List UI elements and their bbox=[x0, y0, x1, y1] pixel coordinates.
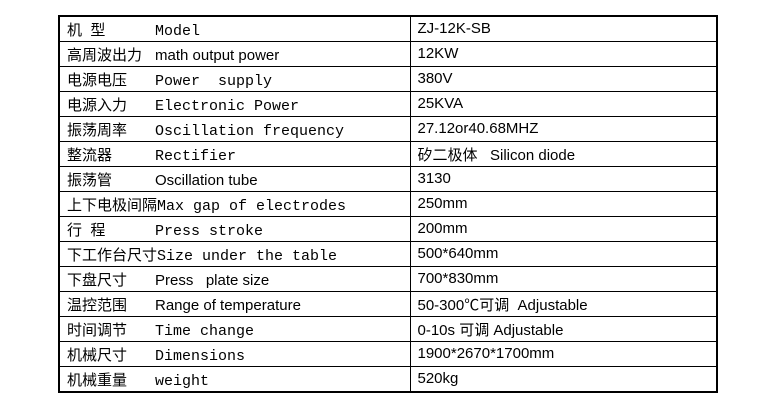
spec-label-cell: 上下电极间隔Max gap of electrodes bbox=[58, 191, 411, 217]
spec-value-cell: 12KW bbox=[409, 41, 718, 67]
spec-label-zh: 机 型 bbox=[67, 21, 106, 39]
spec-label-zh: 上下电极间隔 bbox=[67, 196, 158, 214]
spec-value: 500*640mm bbox=[417, 245, 499, 262]
spec-value: 520kg bbox=[417, 370, 459, 387]
table-row: 机 型 Model ZJ-12K-SB bbox=[58, 15, 718, 42]
table-row: 振荡管 Oscillation tube 3130 bbox=[58, 166, 718, 192]
table-row: 下盘尺寸 Press plate size 700*830mm bbox=[58, 266, 718, 292]
spec-label-zh: 时间调节 bbox=[67, 321, 128, 339]
spec-value-cell: 700*830mm bbox=[409, 266, 718, 292]
spec-label-zh: 高周波出力 bbox=[67, 46, 143, 64]
spec-label-zh: 机械尺寸 bbox=[67, 346, 128, 364]
spec-label-cell: 下盘尺寸 Press plate size bbox=[58, 266, 411, 292]
spec-label-en: Oscillation tube bbox=[155, 171, 258, 189]
spec-label-cell: 机械尺寸 Dimensions bbox=[58, 341, 411, 367]
spec-value-cell: 0-10s 可调 Adjustable bbox=[409, 316, 718, 342]
spec-value: ZJ-12K-SB bbox=[417, 20, 491, 37]
spec-label-en: Press plate size bbox=[155, 271, 270, 289]
spec-label-zh: 振荡管 bbox=[67, 171, 113, 189]
spec-label-zh: 温控范围 bbox=[67, 296, 128, 314]
spec-value-cell: 27.12or40.68MHZ bbox=[409, 116, 718, 142]
spec-value: 700*830mm bbox=[417, 270, 499, 287]
spec-label-cell: 电源入力 Electronic Power bbox=[58, 91, 411, 117]
spec-label-zh: 电源电压 bbox=[67, 71, 128, 89]
spec-value: 27.12or40.68MHZ bbox=[417, 120, 539, 137]
spec-value-cell: 250mm bbox=[409, 191, 718, 217]
spec-label-cell: 机械重量 weight bbox=[58, 366, 411, 393]
spec-label-en: Max gap of electrodes bbox=[157, 197, 347, 215]
table-row: 行 程 Press stroke 200mm bbox=[58, 216, 718, 242]
spec-value-cell: 25KVA bbox=[409, 91, 718, 117]
table-row: 电源入力 Electronic Power 25KVA bbox=[58, 91, 718, 117]
spec-label-cell: 机 型 Model bbox=[58, 15, 411, 42]
spec-value: 12KW bbox=[417, 45, 459, 62]
table-row: 温控范围 Range of temperature 50-300℃可调 Adjus… bbox=[58, 291, 718, 317]
spec-value: 1900*2670*1700mm bbox=[417, 345, 555, 362]
spec-label-cell: 温控范围 Range of temperature bbox=[58, 291, 411, 317]
spec-label-zh: 行 程 bbox=[67, 221, 106, 239]
table-row: 下工作台尺寸Size under the table 500*640mm bbox=[58, 241, 718, 267]
spec-value-cell: 矽二极体 Silicon diode bbox=[409, 141, 718, 167]
spec-label-cell: 时间调节 Time change bbox=[58, 316, 411, 342]
spec-label-zh: 电源入力 bbox=[67, 96, 128, 114]
spec-label-cell: 行 程 Press stroke bbox=[58, 216, 411, 242]
table-row: 时间调节 Time change 0-10s 可调 Adjustable bbox=[58, 316, 718, 342]
table-row: 机械重量 weight 520kg bbox=[58, 366, 718, 393]
spec-value-cell: 200mm bbox=[409, 216, 718, 242]
spec-value: 矽二极体 Silicon diode bbox=[417, 146, 576, 164]
spec-value: 0-10s 可调 Adjustable bbox=[417, 321, 564, 339]
spec-value: 250mm bbox=[417, 195, 468, 212]
spec-label-cell: 振荡管 Oscillation tube bbox=[58, 166, 411, 192]
spec-value-cell: ZJ-12K-SB bbox=[409, 15, 718, 42]
spec-value: 380V bbox=[417, 70, 453, 87]
spec-table: 机 型 Model ZJ-12K-SB 高周波出力 math output powe… bbox=[58, 15, 718, 393]
table-row: 电源电压 Power supply 380V bbox=[58, 66, 718, 92]
spec-label-cell: 电源电压 Power supply bbox=[58, 66, 411, 92]
spec-label-en: Range of temperature bbox=[155, 296, 301, 314]
spec-label-zh: 整流器 bbox=[67, 146, 113, 164]
spec-value: 200mm bbox=[417, 220, 468, 237]
spec-value-cell: 1900*2670*1700mm bbox=[409, 341, 718, 367]
spec-label-en: Oscillation frequency bbox=[155, 122, 345, 140]
table-row: 整流器 Rectifier 矽二极体 Silicon diode bbox=[58, 141, 718, 167]
spec-value-cell: 380V bbox=[409, 66, 718, 92]
spec-label-en: Rectifier bbox=[155, 147, 237, 165]
spec-label-en: Press stroke bbox=[155, 222, 264, 240]
spec-label-en: Time change bbox=[155, 322, 255, 340]
spec-label-zh: 振荡周率 bbox=[67, 121, 128, 139]
spec-label-zh: 下工作台尺寸 bbox=[67, 246, 158, 264]
spec-value: 50-300℃可调 Adjustable bbox=[417, 296, 588, 314]
spec-label-cell: 高周波出力 math output power bbox=[58, 41, 411, 67]
spec-label-zh: 机械重量 bbox=[67, 371, 128, 389]
spec-label-en: Model bbox=[155, 22, 201, 40]
table-row: 机械尺寸 Dimensions 1900*2670*1700mm bbox=[58, 341, 718, 367]
spec-value: 25KVA bbox=[417, 95, 464, 112]
spec-label-zh: 下盘尺寸 bbox=[67, 271, 128, 289]
spec-value-cell: 520kg bbox=[409, 366, 718, 393]
spec-label-en: Power supply bbox=[155, 72, 273, 90]
spec-value-cell: 50-300℃可调 Adjustable bbox=[409, 291, 718, 317]
spec-label-en: weight bbox=[155, 372, 210, 390]
table-row: 高周波出力 math output power 12KW bbox=[58, 41, 718, 67]
spec-value: 3130 bbox=[417, 170, 451, 187]
spec-value-cell: 3130 bbox=[409, 166, 718, 192]
spec-value-cell: 500*640mm bbox=[409, 241, 718, 267]
spec-label-en: Size under the table bbox=[157, 247, 338, 265]
spec-label-cell: 下工作台尺寸Size under the table bbox=[58, 241, 411, 267]
table-row: 振荡周率 Oscillation frequency 27.12or40.68MH… bbox=[58, 116, 718, 142]
table-row: 上下电极间隔Max gap of electrodes 250mm bbox=[58, 191, 718, 217]
spec-label-en: math output power bbox=[155, 46, 280, 64]
spec-label-cell: 振荡周率 Oscillation frequency bbox=[58, 116, 411, 142]
spec-label-en: Electronic Power bbox=[155, 97, 300, 115]
spec-label-cell: 整流器 Rectifier bbox=[58, 141, 411, 167]
spec-label-en: Dimensions bbox=[155, 347, 246, 365]
